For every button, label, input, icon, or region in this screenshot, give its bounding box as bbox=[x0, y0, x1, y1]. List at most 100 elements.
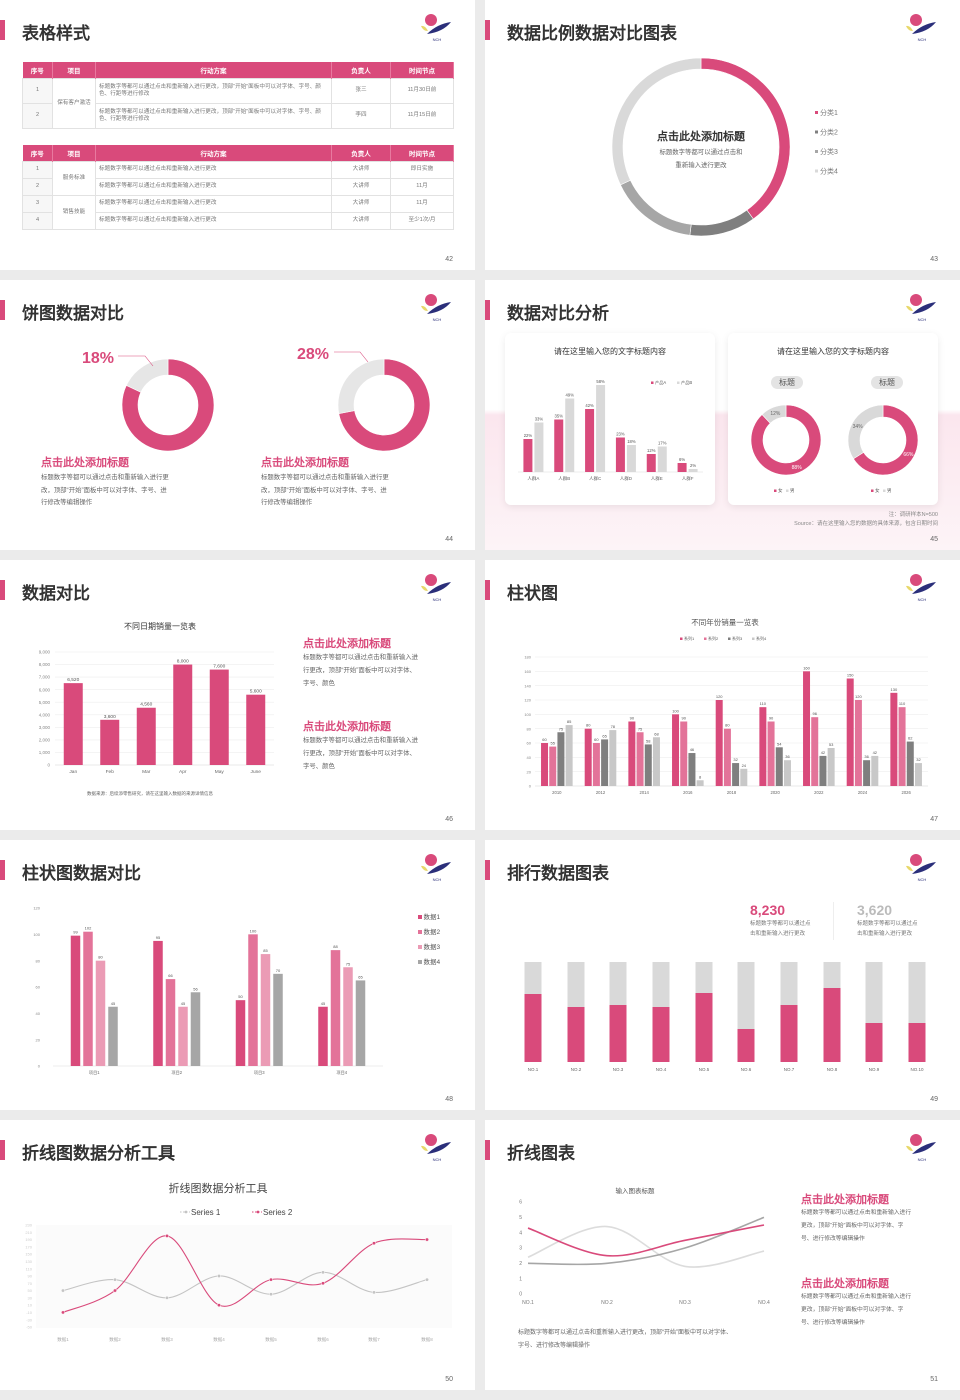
action-plan-cell: 标题数字等都可以通过点击和重新输入进行更改 bbox=[95, 177, 332, 196]
logo-text: NCH bbox=[433, 1157, 442, 1162]
data-label: 36 bbox=[785, 754, 790, 759]
data-label: 99 bbox=[73, 930, 78, 935]
series-line bbox=[62, 1235, 428, 1313]
bar bbox=[628, 721, 636, 786]
bar bbox=[523, 439, 533, 472]
table-header-row: 序号 项目 行动方案 负责人 时间节点 bbox=[22, 145, 454, 161]
bar bbox=[898, 707, 906, 786]
bar bbox=[636, 732, 644, 786]
text-block-2: 点击此处添加标题 标题数字等都可以通过点击和重新输入进行 更改，顶部“开始”面板… bbox=[801, 1275, 911, 1330]
y-tick-label: 60 bbox=[527, 741, 532, 746]
block-heading[interactable]: 点击此处添加标题 bbox=[303, 721, 391, 733]
slide-49[interactable]: 排行数据图表 NCH 8,230 标题数字等都可以通过点 击和重新输入进行更改 … bbox=[485, 840, 960, 1110]
data-point bbox=[61, 1310, 65, 1315]
data-label: 56 bbox=[193, 986, 198, 991]
y-tick-label: 5 bbox=[519, 1215, 522, 1221]
block-heading[interactable]: 点击此处添加标题 bbox=[801, 1278, 889, 1290]
slide-50[interactable]: 折线图数据分析工具 NCH 折线图数据分析工具 Series 1 Series 2 2… bbox=[0, 1120, 475, 1390]
category-donut-chart: 分类1 分类2 分类3 分类4 bbox=[611, 57, 838, 237]
x-tick-label: NO.9 bbox=[869, 1067, 880, 1072]
data-label: 46 bbox=[690, 747, 695, 752]
bar bbox=[554, 419, 564, 472]
comparison-charts: 22%33%人群A35%49%人群B42%58%人群C23%18%人群D12%1… bbox=[518, 379, 919, 494]
desc-line: 标题数字等都可以通过点击和重新输入进行更 bbox=[41, 474, 169, 481]
action-plan-cell: 标题数字等都可以通过点击和重新输入进行更改 bbox=[95, 211, 332, 230]
row-number-cell: 2 bbox=[22, 177, 53, 196]
logo: NCH bbox=[415, 290, 455, 324]
data-label: 36 bbox=[864, 754, 869, 759]
legend-label: 男 bbox=[790, 488, 795, 494]
slide-51[interactable]: 折线图表 NCH 输入图表标题 0 1 2 3 4 5 6 NO.1 NO.2 NO.3 NO.4 标… bbox=[485, 1120, 960, 1390]
block-description: 标题数字等都可以通过点击和重新输入进 行更改，顶部“开始”面板中可以对字体、 字… bbox=[303, 734, 418, 773]
title-accent-bar bbox=[485, 860, 490, 880]
bar bbox=[83, 931, 93, 1066]
data-label: 80 bbox=[586, 723, 591, 728]
block-heading[interactable]: 点击此处添加标题 bbox=[801, 1194, 889, 1206]
plot-area bbox=[36, 1225, 452, 1328]
page-number: 42 bbox=[445, 256, 453, 263]
title-accent-bar bbox=[0, 860, 5, 880]
table-header-row: 序号 项目 行动方案 负责人 时间节点 bbox=[22, 62, 454, 78]
chart-description: 标题数字等都可以通过点击和重新输入进行更改，顶部“开始”面板中可以对字体、 字号… bbox=[518, 1327, 732, 1353]
data-point bbox=[269, 1292, 273, 1297]
x-tick-label: NO.3 bbox=[679, 1300, 691, 1306]
leaf-icon bbox=[421, 585, 428, 591]
block-heading[interactable]: 点击此处添加标题 bbox=[261, 457, 349, 469]
slide-44[interactable]: 饼图数据对比 NCH 18% 28% 点击此处添加标题 标题数字等都可以通过点击… bbox=[0, 280, 475, 550]
legend-swatch bbox=[883, 489, 886, 492]
owner-cell: 大讲师 bbox=[331, 194, 391, 213]
bar bbox=[343, 967, 353, 1066]
data-label: 45 bbox=[181, 1001, 186, 1006]
slide-43[interactable]: 数据比例数据对比图表 NCH 分类1 分类2 分类3 分类4 点击此处添加标题 标题数… bbox=[485, 0, 960, 270]
data-label: 35% bbox=[555, 414, 564, 419]
y-tick-label: 0 bbox=[529, 784, 532, 789]
x-tick-label: Apr bbox=[179, 769, 187, 775]
source-note: 数据来源：后续添零售研究，请在这里输入数据的来源详情信息 bbox=[87, 790, 213, 797]
block-description: 标题数字等都可以通过点击和重新输入进 行更改，顶部“开始”面板中可以对字体、 字… bbox=[303, 651, 418, 690]
bar bbox=[549, 746, 557, 786]
data-label: 90 bbox=[682, 716, 687, 721]
data-label: 110 bbox=[899, 701, 906, 706]
data-label: 5,600 bbox=[250, 689, 262, 695]
bar bbox=[209, 669, 229, 765]
x-tick-label: 人群C bbox=[589, 475, 602, 482]
slide-42[interactable]: 表格样式 NCH 序号 项目 行动方案 负责人 时间节点 1 保有客户激活 标题数字等都可以通… bbox=[0, 0, 475, 270]
logo-mark: NCH bbox=[906, 574, 936, 602]
logo: NCH bbox=[415, 1130, 455, 1164]
y-tick-label: 130 bbox=[25, 1259, 32, 1264]
data-label: 23% bbox=[616, 432, 625, 437]
chart-title: 输入图表标题 bbox=[616, 1186, 656, 1195]
x-tick-label: 2020 bbox=[771, 790, 781, 795]
slide-48[interactable]: 柱状图数据对比 NCH 0 20 40 60 80 100 120 99 102 80 45 项目1 9… bbox=[0, 840, 475, 1110]
slide-title: 排行数据图表 bbox=[507, 864, 609, 883]
card-title: 请在这里输入您的文字标题内容 bbox=[554, 347, 666, 356]
slide-46[interactable]: 数据对比 NCH 不同日期销量一览表 0 1,000 2,000 3,000 4,000 5… bbox=[0, 560, 475, 830]
legend-label: 系列3 bbox=[732, 635, 743, 641]
x-tick-label: June bbox=[251, 769, 262, 775]
data-label: 130 bbox=[891, 687, 898, 692]
data-label: 120 bbox=[716, 694, 723, 699]
legend-swatch bbox=[418, 915, 422, 919]
title-accent-bar bbox=[485, 300, 490, 320]
slide-47[interactable]: 柱状图 NCH 不同年份销量一览表 系列1 系列2 系列3 系列4 0 20 40 60 80 10… bbox=[485, 560, 960, 830]
data-label: 55 bbox=[551, 741, 556, 746]
desc-line: 标题数字等都可以通过点 bbox=[750, 921, 811, 927]
segment-label: 12% bbox=[770, 411, 781, 417]
block-heading[interactable]: 点击此处添加标题 bbox=[41, 457, 129, 469]
slide-45[interactable]: 数据对比分析 NCH 请在这里输入您的文字标题内容 请在这里输入您的文字标题内容… bbox=[485, 280, 960, 550]
data-label: 150 bbox=[847, 673, 854, 678]
stat-1: 8,230 标题数字等都可以通过点 击和重新输入进行更改 bbox=[750, 902, 811, 939]
data-point bbox=[113, 1288, 117, 1293]
y-tick-label: 100 bbox=[33, 932, 40, 937]
y-tick-label: 230 bbox=[25, 1223, 32, 1228]
data-label: 95 bbox=[156, 935, 161, 940]
bar bbox=[108, 1006, 118, 1066]
bar bbox=[534, 422, 544, 472]
block-heading[interactable]: 点击此处添加标题 bbox=[303, 638, 391, 650]
table-row: 2 标题数字等都可以通过点击和重新输入进行更改，顶部“开始”面板中可以对字体、字号… bbox=[22, 102, 454, 129]
x-tick-label: 2026 bbox=[902, 790, 912, 795]
bar bbox=[846, 678, 854, 786]
data-label: 8 bbox=[699, 774, 702, 779]
segment-label: 88% bbox=[792, 465, 803, 471]
x-tick-label: 2024 bbox=[858, 790, 868, 795]
